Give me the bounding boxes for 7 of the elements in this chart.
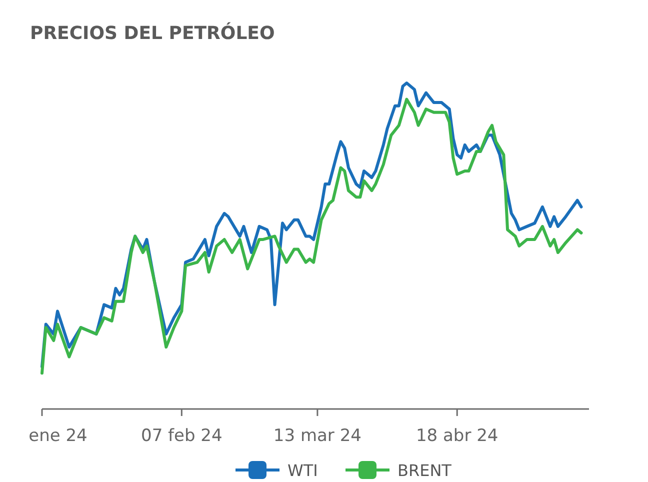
x-tick-label: 07 feb 24 (141, 426, 222, 446)
legend-label: BRENT (398, 461, 452, 480)
x-tick-label: 13 mar 24 (273, 426, 362, 446)
x-tick-label: 18 abr 24 (416, 426, 498, 446)
legend-label: WTI (288, 461, 318, 480)
chart-title: PRECIOS DEL PETRÓLEO (30, 22, 275, 44)
x-tick-label: ene 24 (28, 426, 88, 446)
